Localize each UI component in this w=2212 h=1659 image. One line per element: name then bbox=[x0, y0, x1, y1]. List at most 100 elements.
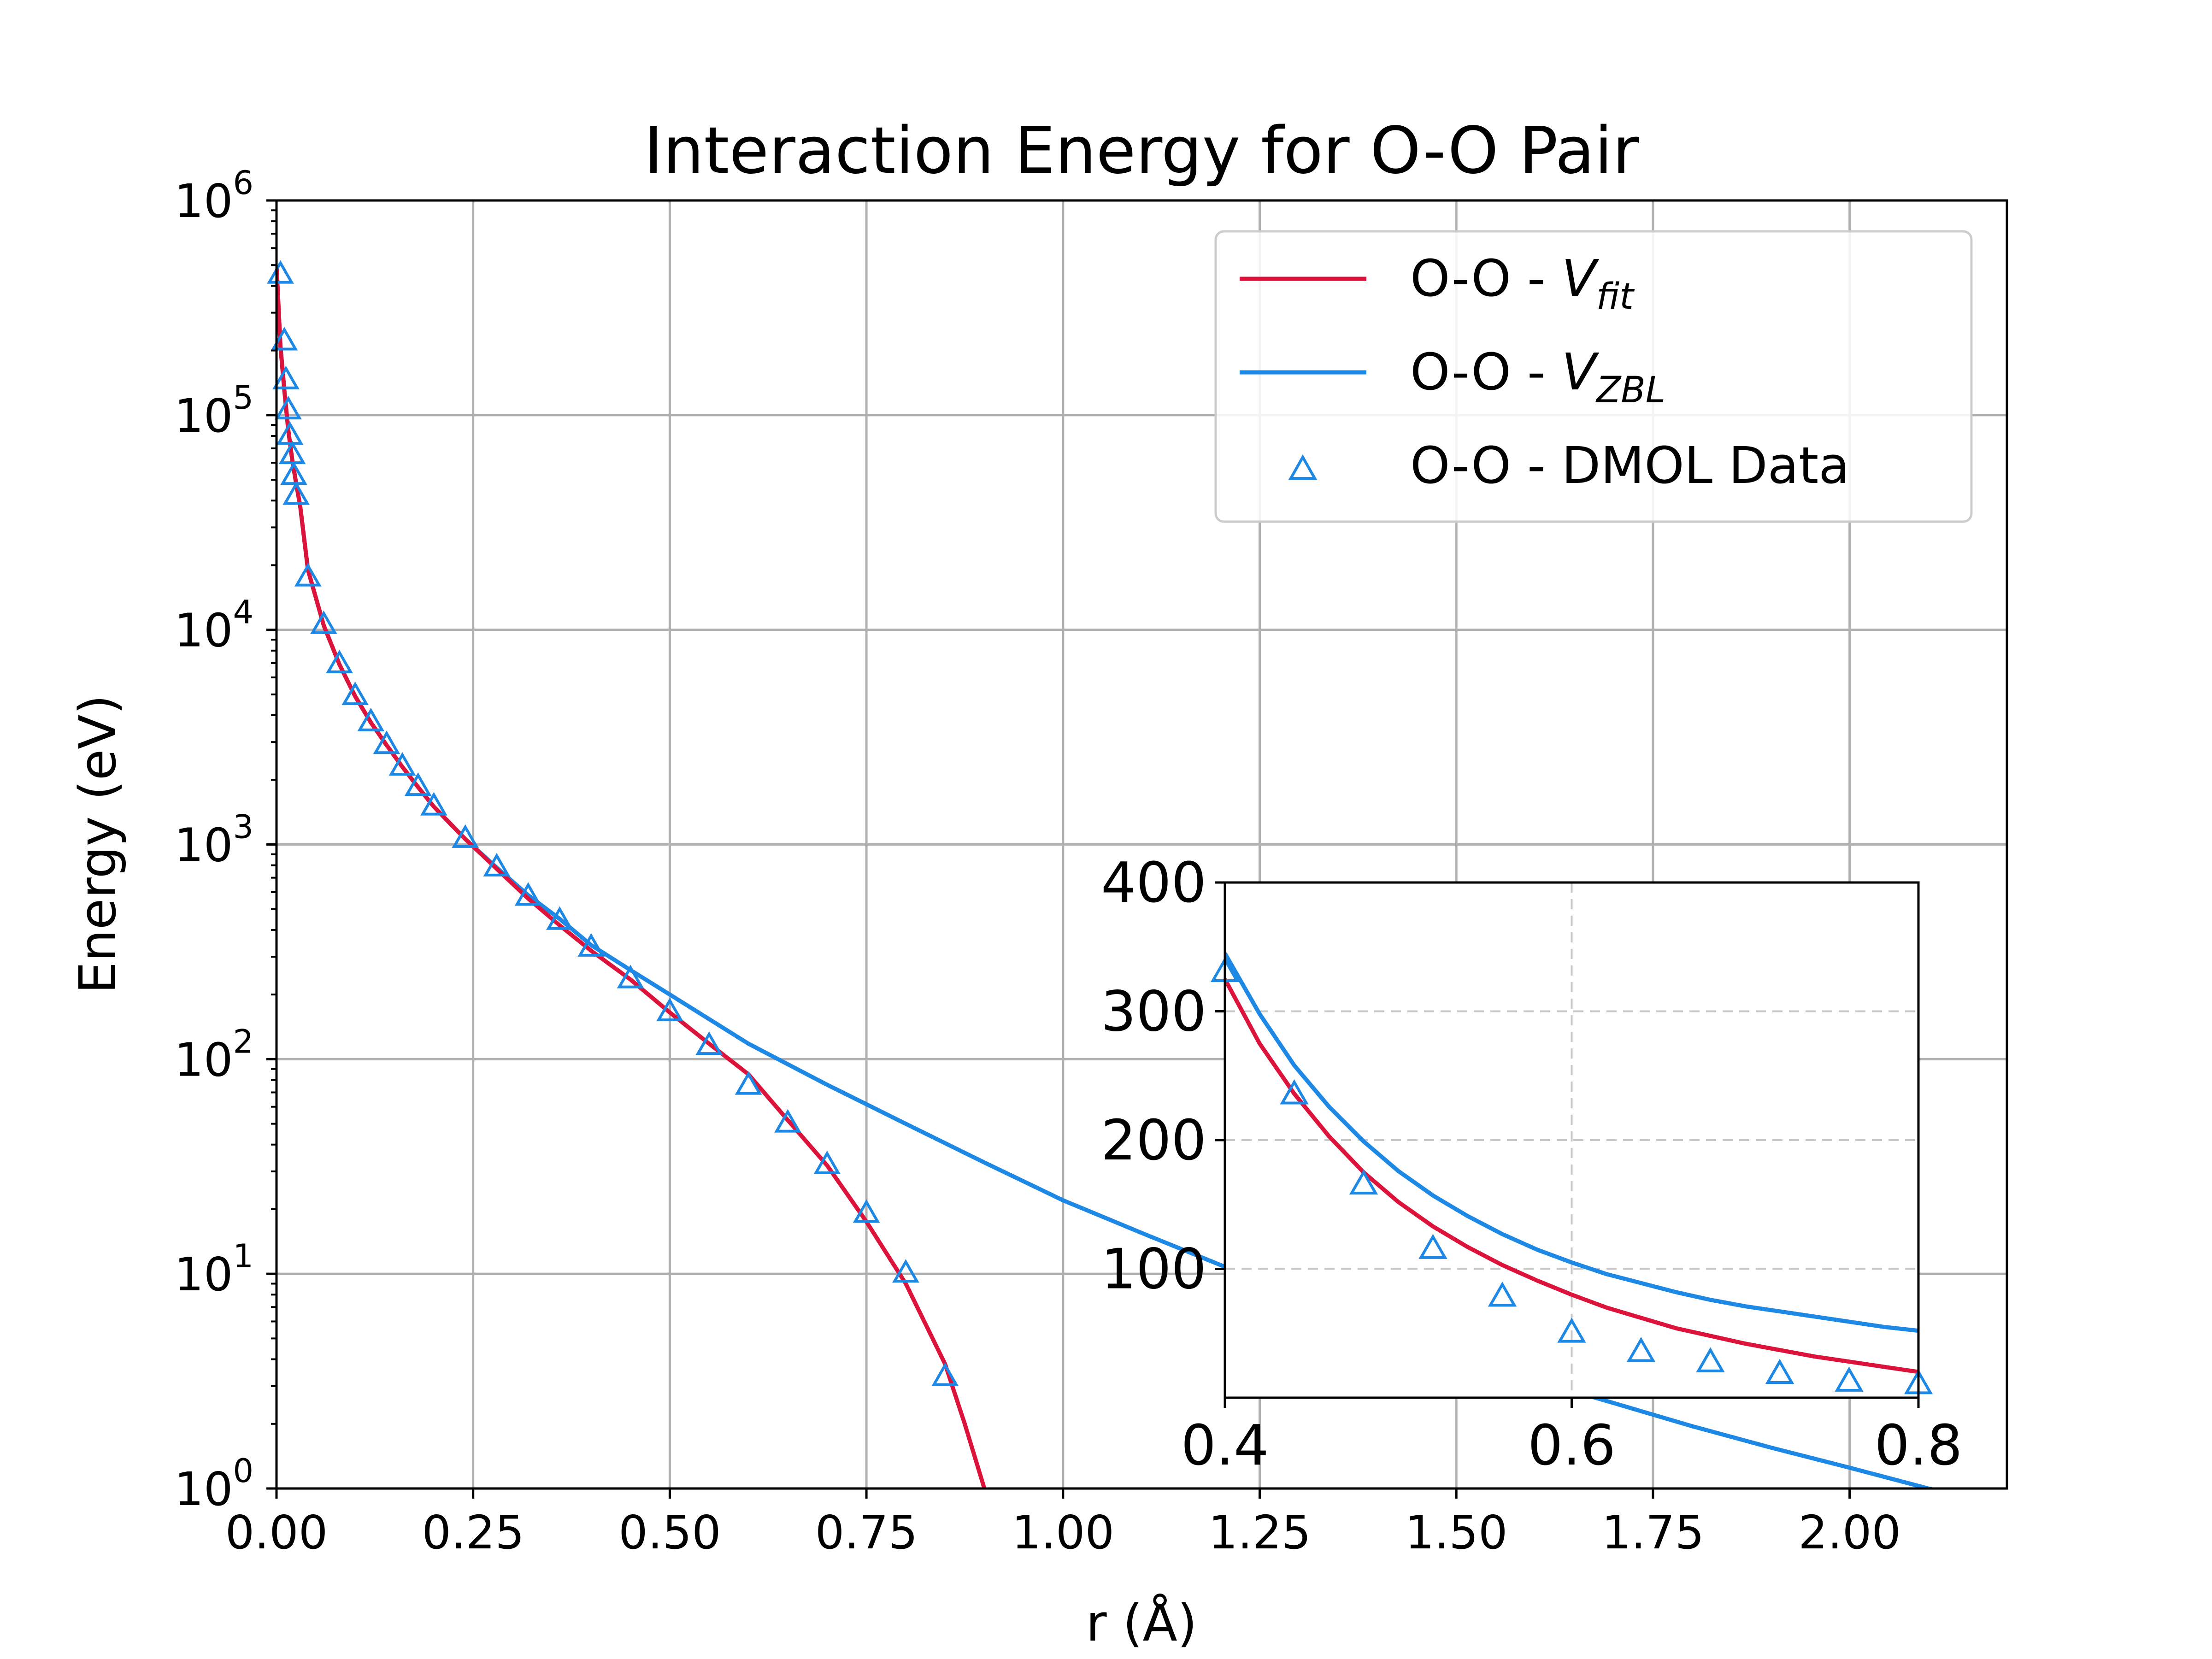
legend-fit-prefix: O-O - bbox=[1410, 249, 1562, 308]
legend-zbl-symbol: V bbox=[1562, 342, 1600, 401]
inset-dmol-point bbox=[1280, 1079, 1309, 1105]
x-tick-label: 0.00 bbox=[225, 1506, 328, 1559]
legend-fit-subscript: fit bbox=[1596, 276, 1635, 318]
y-tick-base: 10 bbox=[174, 1033, 233, 1087]
dmol-data-point bbox=[452, 824, 479, 848]
y-tick-exponent: 6 bbox=[233, 164, 253, 202]
legend-fit-symbol: V bbox=[1562, 249, 1600, 308]
dmol-data-point bbox=[282, 481, 310, 505]
dmol-data-point bbox=[577, 933, 605, 957]
dmol-data-point bbox=[735, 1071, 762, 1095]
inset-chart: 0.4 0.6 0.8 100 200 300 400 bbox=[1101, 851, 1962, 1478]
y-tick-base: 10 bbox=[174, 604, 233, 658]
legend-zbl-prefix: O-O - bbox=[1410, 342, 1562, 401]
dmol-data-point bbox=[853, 1199, 880, 1223]
x-tick-label: 0.25 bbox=[422, 1506, 524, 1559]
dmol-data-point bbox=[892, 1259, 919, 1283]
dmol-data-point bbox=[373, 730, 400, 754]
inset-x-tick-label: 0.8 bbox=[1875, 1414, 1963, 1478]
dmol-data-point bbox=[617, 965, 644, 988]
x-tick-label: 2.00 bbox=[1798, 1506, 1901, 1559]
inset-line-vfit bbox=[1225, 978, 1918, 1374]
x-tick-label: 1.25 bbox=[1208, 1506, 1311, 1559]
dmol-data-point bbox=[931, 1362, 959, 1386]
inset-y-tick-label: 100 bbox=[1101, 1238, 1206, 1302]
y-tick-exponent: 5 bbox=[233, 379, 253, 417]
inset-y-tick-label: 400 bbox=[1101, 851, 1206, 915]
inset-dmol-point bbox=[1557, 1318, 1586, 1343]
dmol-data-point bbox=[404, 772, 432, 796]
dmol-data-point bbox=[267, 260, 294, 284]
inset-dmol-point bbox=[1626, 1337, 1656, 1362]
dmol-data-point bbox=[341, 681, 369, 706]
y-tick-label: 105 bbox=[174, 379, 253, 443]
dmol-data-point bbox=[294, 563, 322, 587]
legend-dmol-marker bbox=[1288, 454, 1318, 480]
inset-x-ticks: 0.4 0.6 0.8 bbox=[1181, 1398, 1963, 1478]
dmol-data-point bbox=[310, 610, 337, 634]
y-tick-label: 101 bbox=[174, 1237, 253, 1301]
dmol-data-point bbox=[656, 997, 683, 1022]
dmol-data-point bbox=[326, 649, 353, 673]
x-axis-ticks: 0.00 0.25 0.50 0.75 1.00 1.25 1.50 1.75 2.00 bbox=[225, 1488, 1901, 1559]
inset-dmol-point bbox=[1349, 1169, 1378, 1195]
x-tick-label: 1.75 bbox=[1602, 1506, 1705, 1559]
dmol-data-point bbox=[275, 395, 302, 420]
x-tick-label: 1.50 bbox=[1405, 1506, 1508, 1559]
x-tick-label: 0.75 bbox=[815, 1506, 918, 1559]
y-tick-exponent: 3 bbox=[233, 808, 253, 846]
y-tick-label: 100 bbox=[174, 1452, 253, 1516]
dmol-data-point bbox=[420, 792, 447, 816]
inset-dmol-point bbox=[1835, 1366, 1864, 1392]
dmol-data-point bbox=[774, 1109, 801, 1133]
dmol-data-point bbox=[546, 906, 573, 930]
y-tick-base: 10 bbox=[174, 1247, 233, 1301]
inset-y-tick-label: 300 bbox=[1101, 980, 1206, 1044]
dmol-data-point bbox=[278, 440, 306, 465]
inset-x-tick-label: 0.6 bbox=[1528, 1414, 1616, 1478]
dmol-data-point bbox=[276, 421, 304, 445]
dmol-data-point bbox=[388, 752, 416, 776]
dmol-data-point bbox=[483, 853, 511, 877]
legend-fit-label: O-O - Vfit bbox=[1410, 249, 1635, 318]
dmol-data-point bbox=[813, 1150, 841, 1174]
inset-dmol-point bbox=[1418, 1234, 1447, 1259]
y-tick-exponent: 0 bbox=[233, 1452, 253, 1490]
y-tick-label: 103 bbox=[174, 808, 253, 872]
dmol-data-point bbox=[695, 1031, 723, 1055]
inset-line-vzbl bbox=[1225, 952, 1918, 1333]
y-tick-base: 10 bbox=[174, 1462, 233, 1516]
dmol-data-point bbox=[271, 327, 298, 351]
dmol-data-point bbox=[514, 882, 542, 906]
y-tick-label: 106 bbox=[174, 164, 253, 228]
inset-x-tick-label: 0.4 bbox=[1181, 1414, 1269, 1478]
y-tick-label: 102 bbox=[174, 1023, 253, 1087]
y-tick-exponent: 4 bbox=[233, 594, 253, 631]
y-axis-label: Energy (eV) bbox=[68, 695, 127, 994]
legend: O-O - Vfit O-O - VZBL O-O - DMOL Data bbox=[1214, 230, 1973, 523]
dmol-data-point bbox=[357, 707, 385, 731]
inset-dmol-point bbox=[1696, 1347, 1725, 1372]
legend-dmol-label: O-O - DMOL Data bbox=[1410, 436, 1850, 495]
inset-y-tick-label: 200 bbox=[1101, 1109, 1206, 1173]
dmol-data-point bbox=[280, 461, 307, 485]
y-tick-exponent: 1 bbox=[233, 1237, 253, 1275]
legend-zbl-label: O-O - VZBL bbox=[1410, 342, 1665, 411]
main-points bbox=[267, 260, 959, 1386]
y-tick-label: 104 bbox=[174, 594, 253, 658]
legend-box bbox=[1214, 230, 1973, 523]
chart-title: Interaction Energy for O-O Pair bbox=[644, 113, 1639, 188]
y-tick-base: 10 bbox=[174, 818, 233, 872]
y-tick-base: 10 bbox=[174, 389, 233, 443]
x-tick-label: 1.00 bbox=[1012, 1506, 1114, 1559]
inset-dmol-point bbox=[1765, 1359, 1794, 1384]
dmol-data-point bbox=[272, 365, 300, 389]
legend-zbl-subscript: ZBL bbox=[1595, 370, 1665, 411]
inset-series bbox=[1225, 952, 1918, 1374]
x-tick-label: 0.50 bbox=[618, 1506, 721, 1559]
inset-y-ticks: 100 200 300 400 bbox=[1101, 851, 1225, 1302]
x-axis-label: r (Å) bbox=[1086, 1593, 1197, 1653]
y-tick-base: 10 bbox=[174, 174, 233, 228]
